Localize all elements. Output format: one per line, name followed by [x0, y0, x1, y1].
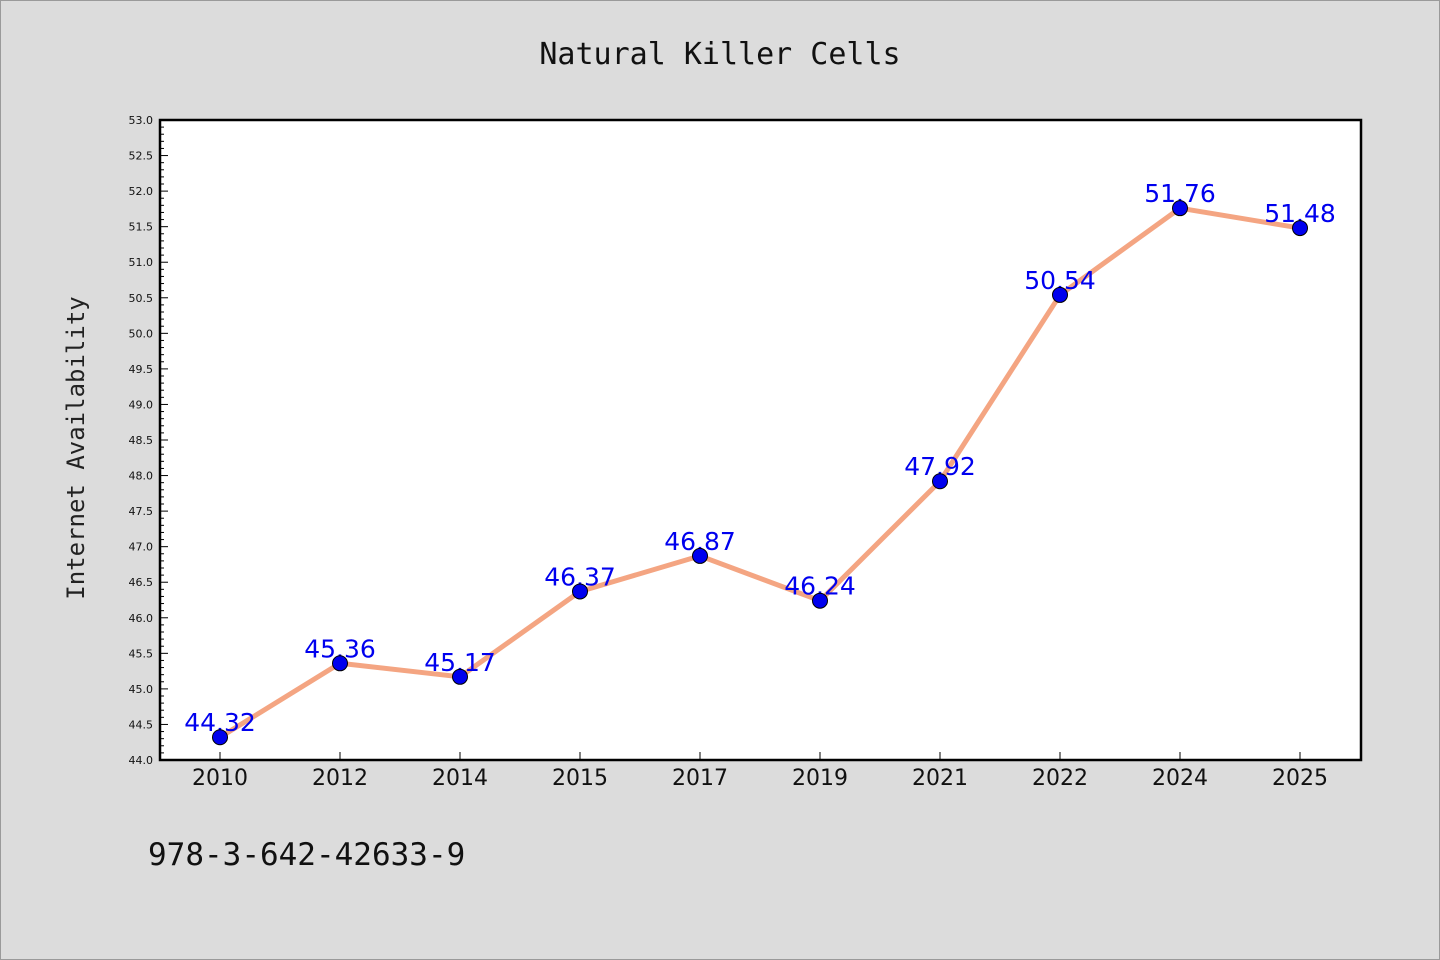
data-point	[692, 547, 708, 564]
y-tick-label: 53.0	[129, 114, 154, 127]
y-tick-label: 48.5	[129, 434, 154, 447]
series-line	[217, 205, 1303, 740]
x-tick-label: 2017	[672, 766, 728, 791]
x-tick-label: 2025	[1272, 766, 1328, 791]
data-point	[1292, 220, 1308, 237]
data-point	[932, 473, 948, 490]
data-point	[812, 592, 828, 609]
data-point	[1172, 200, 1188, 217]
y-tick-label: 44.0	[129, 754, 154, 767]
y-tick-label: 52.0	[129, 185, 154, 198]
y-tick-label: 47.0	[129, 541, 154, 554]
y-tick-label: 50.0	[129, 327, 154, 340]
x-tick-label: 2014	[432, 766, 488, 791]
y-axis-label: Internet Availability	[62, 296, 90, 599]
y-tick-label: 48.0	[129, 470, 154, 483]
data-point	[452, 668, 468, 685]
y-tick-label: 50.5	[129, 292, 154, 305]
y-tick-label: 47.5	[129, 505, 154, 518]
y-tick-label: 46.0	[129, 612, 154, 625]
x-tick-label: 2024	[1152, 766, 1208, 791]
y-axis-ticks: 44.0 44.5 45.0 45.5 46.0 46.5 47.0 47.5 48.0 48.5…	[129, 114, 168, 767]
x-tick-label: 2010	[192, 766, 248, 791]
y-tick-label: 49.5	[129, 363, 154, 376]
y-tick-label: 44.5	[129, 718, 154, 731]
x-axis-ticks: 2010 2012 2014 2015 2017 2019 2021 2022 2024 2025	[192, 752, 1328, 791]
plot-area	[160, 120, 1361, 760]
x-tick-label: 2015	[552, 766, 608, 791]
data-point	[212, 729, 228, 746]
y-tick-label: 45.0	[129, 683, 154, 696]
x-tick-label: 2019	[792, 766, 848, 791]
x-tick-label: 2021	[912, 766, 968, 791]
y-tick-label: 51.0	[129, 256, 154, 269]
x-tick-label: 2012	[312, 766, 368, 791]
y-tick-label: 49.0	[129, 398, 154, 411]
data-point	[1052, 286, 1068, 303]
y-tick-label: 52.5	[129, 150, 154, 163]
y-tick-label: 51.5	[129, 221, 154, 234]
data-point	[572, 583, 588, 600]
y-tick-label: 45.5	[129, 647, 154, 660]
data-point	[332, 655, 348, 672]
chart-title: Natural Killer Cells	[539, 37, 900, 72]
x-tick-label: 2022	[1032, 766, 1088, 791]
isbn-annotation: 978-3-642-42633-9	[148, 837, 465, 873]
y-tick-label: 46.5	[129, 576, 154, 589]
plot-border	[158, 118, 1363, 762]
